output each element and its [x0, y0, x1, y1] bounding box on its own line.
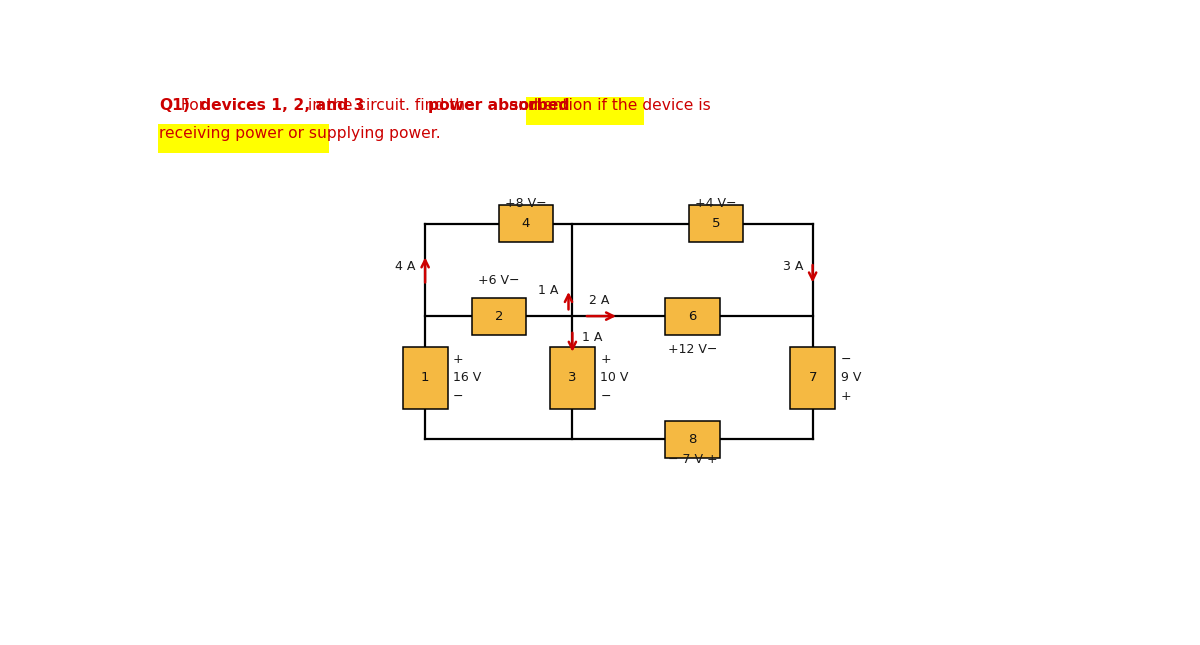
- Text: 1: 1: [421, 372, 430, 384]
- Text: +8 V−: +8 V−: [505, 197, 547, 210]
- Text: −: −: [454, 390, 463, 402]
- Text: +4 V−: +4 V−: [695, 197, 737, 210]
- Text: 10 V: 10 V: [600, 372, 629, 384]
- Text: 3 A: 3 A: [782, 259, 803, 273]
- Bar: [403, 347, 448, 408]
- Text: and: and: [504, 98, 542, 113]
- Bar: [157, 124, 329, 153]
- Text: − 7 V +: − 7 V +: [667, 453, 718, 466]
- Text: 2: 2: [494, 310, 503, 322]
- Text: in the circuit. find the: in the circuit. find the: [302, 98, 479, 113]
- Text: +: +: [454, 353, 463, 366]
- Text: −: −: [840, 353, 851, 366]
- Text: power absorbed: power absorbed: [427, 98, 569, 113]
- Text: +: +: [600, 353, 611, 366]
- Bar: [550, 347, 595, 408]
- Text: 16 V: 16 V: [454, 372, 481, 384]
- Text: 4: 4: [522, 217, 530, 230]
- Text: 3: 3: [568, 372, 577, 384]
- Text: devices 1, 2, and 3: devices 1, 2, and 3: [199, 98, 364, 113]
- Bar: [665, 297, 720, 335]
- Text: 1 A: 1 A: [538, 284, 558, 297]
- Text: mention if the device is: mention if the device is: [528, 98, 710, 113]
- Text: 5: 5: [712, 217, 720, 230]
- Bar: [499, 205, 553, 242]
- Bar: [472, 297, 526, 335]
- Text: 6: 6: [689, 310, 697, 322]
- Text: +: +: [840, 390, 851, 402]
- Bar: [526, 97, 644, 125]
- Text: −: −: [600, 390, 611, 402]
- Text: 4 A: 4 A: [396, 259, 416, 273]
- Text: receiving power or supplying power.: receiving power or supplying power.: [160, 126, 440, 141]
- Bar: [665, 421, 720, 458]
- Text: +6 V−: +6 V−: [478, 274, 520, 287]
- Bar: [689, 205, 743, 242]
- Text: For: For: [175, 98, 210, 113]
- Text: 8: 8: [689, 433, 697, 446]
- Text: 9 V: 9 V: [840, 372, 860, 384]
- Text: 7: 7: [809, 372, 817, 384]
- Text: 1 A: 1 A: [582, 331, 602, 344]
- Text: +12 V−: +12 V−: [668, 343, 718, 356]
- Text: Q1): Q1): [160, 98, 191, 113]
- Bar: [790, 347, 835, 408]
- Text: 2 A: 2 A: [589, 294, 610, 307]
